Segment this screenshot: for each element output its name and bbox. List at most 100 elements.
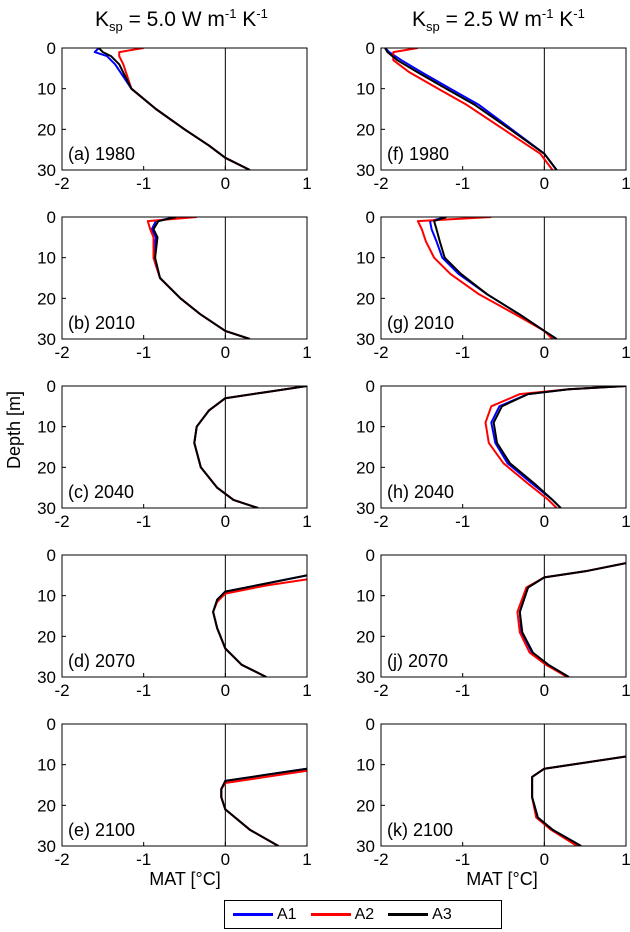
series-line-a1 xyxy=(531,755,626,846)
series-line-a2 xyxy=(193,386,307,508)
x-tick-label: -2 xyxy=(373,174,388,193)
series-line-a3 xyxy=(220,767,307,846)
y-tick-label: 30 xyxy=(37,161,56,180)
x-tick-label: -2 xyxy=(54,512,69,531)
axes-frame xyxy=(380,47,627,171)
title-sup1: -1 xyxy=(541,6,554,21)
y-tick-label: 20 xyxy=(356,796,375,815)
x-tick-label: 1 xyxy=(621,343,630,362)
legend-label-a3: A3 xyxy=(432,905,452,923)
series-line-a1 xyxy=(490,386,626,508)
y-tick-label: 20 xyxy=(37,120,56,139)
y-tick-label: 10 xyxy=(356,756,375,775)
y-tick-label: 30 xyxy=(37,837,56,856)
y-tick-label: 10 xyxy=(37,587,56,606)
y-tick-label: 0 xyxy=(366,715,375,734)
y-tick-label: 30 xyxy=(356,330,375,349)
legend-item-a1: A1 xyxy=(233,906,297,924)
x-tick-label: -2 xyxy=(54,681,69,700)
series-line-a3 xyxy=(212,574,307,677)
series-line-a3 xyxy=(98,48,251,170)
x-tick-label: -2 xyxy=(373,850,388,869)
legend-swatch-a3 xyxy=(388,913,429,916)
legend-swatch-a1 xyxy=(233,913,273,916)
y-tick-label: 10 xyxy=(37,756,56,775)
x-tick-label: 0 xyxy=(221,512,230,531)
title-value: = 5.0 W m xyxy=(122,8,225,31)
y-tick-label: 20 xyxy=(37,796,56,815)
x-tick-label: -1 xyxy=(455,850,470,869)
y-tick-label: 10 xyxy=(37,80,56,99)
panel-label: (f) 1980 xyxy=(387,144,449,164)
series-line-a2 xyxy=(118,48,251,170)
x-tick-label: -2 xyxy=(54,850,69,869)
y-tick-label: 20 xyxy=(37,289,56,308)
panel-label: (a) 1980 xyxy=(68,144,135,164)
series-line-a2 xyxy=(212,578,307,677)
title-sup1: -1 xyxy=(224,6,237,21)
series-line-a2 xyxy=(416,217,554,339)
y-tick-label: 30 xyxy=(37,668,56,687)
x-tick-label: 0 xyxy=(540,681,549,700)
legend: A1 A2 A3 xyxy=(224,900,502,929)
x-tick-label: -2 xyxy=(373,681,388,700)
y-tick-label: 10 xyxy=(356,418,375,437)
panel-label: (b) 2010 xyxy=(68,313,135,333)
x-tick-label: 1 xyxy=(621,850,630,869)
y-tick-label: 30 xyxy=(37,330,56,349)
y-tick-label: 0 xyxy=(366,546,375,565)
panel-label: (e) 2100 xyxy=(68,820,135,840)
axes-frame xyxy=(380,554,627,678)
x-axis-label-left: MAT [°C] xyxy=(149,869,221,889)
y-tick-label: 10 xyxy=(356,249,375,268)
y-tick-label: 0 xyxy=(47,546,56,565)
y-tick-label: 0 xyxy=(47,715,56,734)
axes-frame xyxy=(61,554,308,678)
series-line-a1 xyxy=(150,217,251,339)
y-tick-label: 30 xyxy=(356,837,375,856)
x-tick-label: 0 xyxy=(540,343,549,362)
panel-label: (j) 2070 xyxy=(387,651,448,671)
x-axis-label-right: MAT [°C] xyxy=(466,869,538,889)
panel-label: (h) 2040 xyxy=(387,482,454,502)
panel-label: (g) 2010 xyxy=(387,313,454,333)
legend-item-a2: A2 xyxy=(310,906,374,924)
series-line-a2 xyxy=(516,562,626,677)
x-tick-label: -1 xyxy=(136,512,151,531)
x-tick-label: 0 xyxy=(221,343,230,362)
series-line-a3 xyxy=(433,217,558,339)
title-sub: sp xyxy=(426,19,440,35)
y-tick-label: 0 xyxy=(366,39,375,58)
x-tick-label: 1 xyxy=(302,681,311,700)
title-k: K xyxy=(412,8,427,31)
y-tick-label: 20 xyxy=(37,627,56,646)
series-line-a3 xyxy=(152,217,251,339)
legend-label-a1: A1 xyxy=(277,905,297,923)
x-tick-label: -2 xyxy=(54,174,69,193)
x-tick-label: 1 xyxy=(621,512,630,531)
y-axis-label: Depth [m] xyxy=(4,391,24,469)
y-tick-label: 10 xyxy=(37,418,56,437)
series-line-a1 xyxy=(518,562,626,677)
x-tick-label: 0 xyxy=(540,512,549,531)
series-line-a2 xyxy=(531,755,626,846)
y-tick-label: 0 xyxy=(366,377,375,396)
legend-item-a3: A3 xyxy=(388,906,452,924)
axes-frame xyxy=(61,47,308,171)
x-tick-label: -1 xyxy=(455,174,470,193)
y-tick-label: 20 xyxy=(37,458,56,477)
series-line-a2 xyxy=(220,769,307,846)
panel-label: (c) 2040 xyxy=(68,482,134,502)
y-tick-label: 10 xyxy=(37,249,56,268)
title-value: = 2.5 W m xyxy=(439,8,542,31)
x-tick-label: 1 xyxy=(621,174,630,193)
series-line-a3 xyxy=(384,48,558,170)
